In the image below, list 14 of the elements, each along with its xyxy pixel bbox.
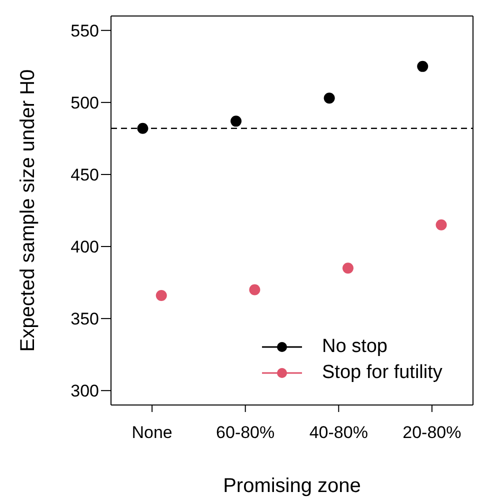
x-axis-title: Promising zone xyxy=(223,475,361,497)
legend-label: No stop xyxy=(322,336,388,358)
y-tick-label: 500 xyxy=(70,93,99,112)
x-tick-label: 40-80% xyxy=(309,423,368,442)
y-tick-label: 300 xyxy=(70,382,99,401)
x-tick-label: None xyxy=(132,423,172,442)
y-tick-label: 550 xyxy=(70,21,99,40)
y-axis-title: Expected sample size under H0 xyxy=(17,69,39,352)
x-tick-label: 20-80% xyxy=(402,423,462,442)
y-tick-label: 350 xyxy=(70,310,99,329)
legend-label: Stop for futility xyxy=(322,362,442,384)
y-tick-label: 400 xyxy=(70,238,99,257)
y-tick-label: 450 xyxy=(70,166,99,185)
x-tick-label: 60-80% xyxy=(216,423,275,442)
